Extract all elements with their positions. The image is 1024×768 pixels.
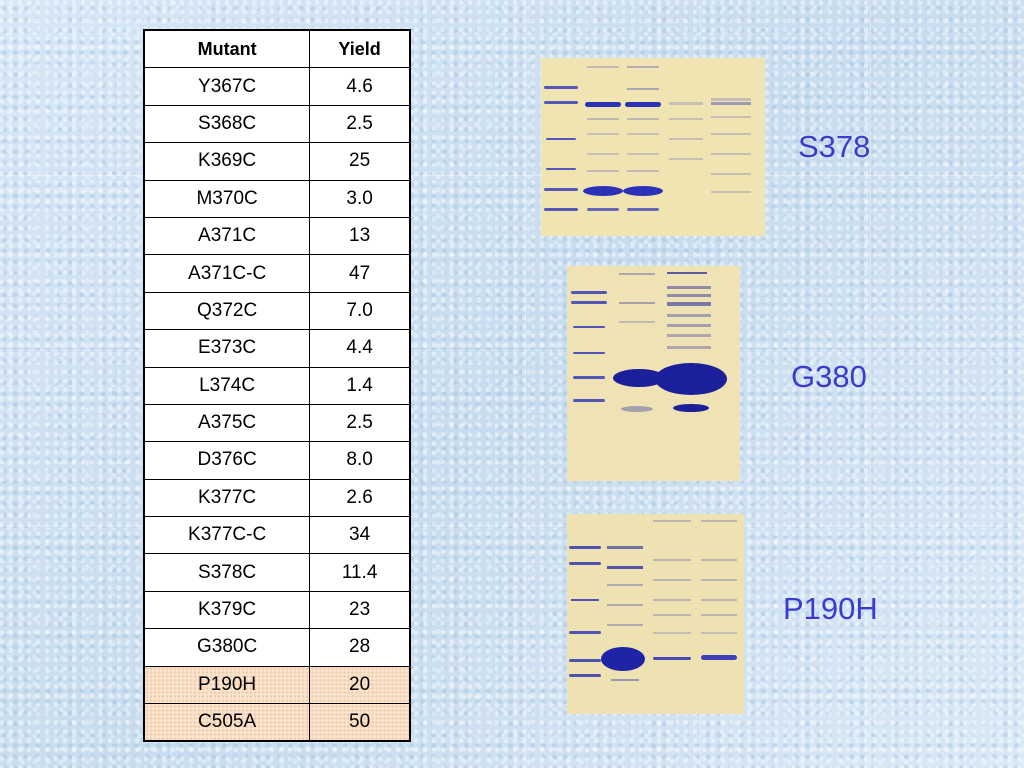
yield-cell: 25 <box>309 142 411 181</box>
gel-image-s378 <box>541 58 765 236</box>
table-row: S378C 11.4 <box>143 553 411 592</box>
yield-cell: 47 <box>309 254 411 293</box>
background-tile-line <box>0 525 1024 526</box>
yield-cell: 2.5 <box>309 403 411 443</box>
background-tile-line <box>870 0 871 768</box>
table-body: Y367C 4.6 S368C 2.5 K369C 25 M370C 3.0 A371C 13 A3… <box>143 67 411 742</box>
mutant-cell: A371C-C <box>143 254 311 293</box>
table-row: M370C 3.0 <box>143 179 411 218</box>
yield-cell: 23 <box>309 590 411 630</box>
table-row: C505A 50 <box>143 703 411 742</box>
table-row: A371C 13 <box>143 216 411 256</box>
gel-label-s378: S378 <box>798 129 871 164</box>
gel-label-p190h: P190H <box>783 591 878 626</box>
table-row: G380C 28 <box>143 628 411 667</box>
yield-cell: 7.0 <box>309 291 411 331</box>
background-tile-line <box>0 175 1024 176</box>
mutant-cell: A375C <box>143 403 311 443</box>
table-row: D376C 8.0 <box>143 441 411 480</box>
column-header-yield: Yield <box>309 29 411 69</box>
yield-cell: 2.6 <box>309 478 411 518</box>
yield-cell: 50 <box>309 703 411 742</box>
table-row: S368C 2.5 <box>143 104 411 144</box>
background-tile-line <box>0 350 1024 351</box>
mutant-cell: C505A <box>143 703 311 742</box>
yield-cell: 11.4 <box>309 553 411 592</box>
yield-cell: 3.0 <box>309 179 411 218</box>
yield-cell: 2.5 <box>309 104 411 144</box>
table-row: P190H 20 <box>143 665 411 705</box>
table-row: Y367C 4.6 <box>143 67 411 106</box>
mutant-cell: E373C <box>143 329 311 368</box>
mutant-cell: K377C <box>143 478 311 518</box>
mutant-yield-table: Mutant Yield Y367C 4.6 S368C 2.5 K369C 25 M370… <box>143 29 411 743</box>
yield-cell: 28 <box>309 628 411 667</box>
mutant-cell: D376C <box>143 441 311 480</box>
mutant-cell: K379C <box>143 590 311 630</box>
gel-image-p190h <box>567 514 744 714</box>
yield-cell: 8.0 <box>309 441 411 480</box>
mutant-cell: S378C <box>143 553 311 592</box>
yield-cell: 4.6 <box>309 67 411 106</box>
table-row: K379C 23 <box>143 590 411 630</box>
mutant-cell: G380C <box>143 628 311 667</box>
gel-label-g380: G380 <box>791 359 867 394</box>
mutant-cell: M370C <box>143 179 311 218</box>
yield-cell: 1.4 <box>309 366 411 405</box>
yield-cell: 20 <box>309 665 411 705</box>
mutant-cell: A371C <box>143 216 311 256</box>
table-row: L374C 1.4 <box>143 366 411 405</box>
table-row: K377C 2.6 <box>143 478 411 518</box>
mutant-cell: S368C <box>143 104 311 144</box>
yield-cell: 4.4 <box>309 329 411 368</box>
mutant-cell: K377C-C <box>143 516 311 555</box>
table-row: K369C 25 <box>143 142 411 181</box>
gel-image-g380 <box>567 266 740 481</box>
yield-cell: 13 <box>309 216 411 256</box>
table-header-row: Mutant Yield <box>143 29 411 69</box>
mutant-cell: L374C <box>143 366 311 405</box>
column-header-mutant: Mutant <box>143 29 311 69</box>
table-row: Q372C 7.0 <box>143 291 411 331</box>
table-row: A371C-C 47 <box>143 254 411 293</box>
mutant-cell: Y367C <box>143 67 311 106</box>
table-row: E373C 4.4 <box>143 329 411 368</box>
table-row: K377C-C 34 <box>143 516 411 555</box>
table-row: A375C 2.5 <box>143 403 411 443</box>
yield-cell: 34 <box>309 516 411 555</box>
background-tile-line <box>525 0 526 768</box>
mutant-cell: Q372C <box>143 291 311 331</box>
mutant-cell: K369C <box>143 142 311 181</box>
mutant-cell: P190H <box>143 665 311 705</box>
